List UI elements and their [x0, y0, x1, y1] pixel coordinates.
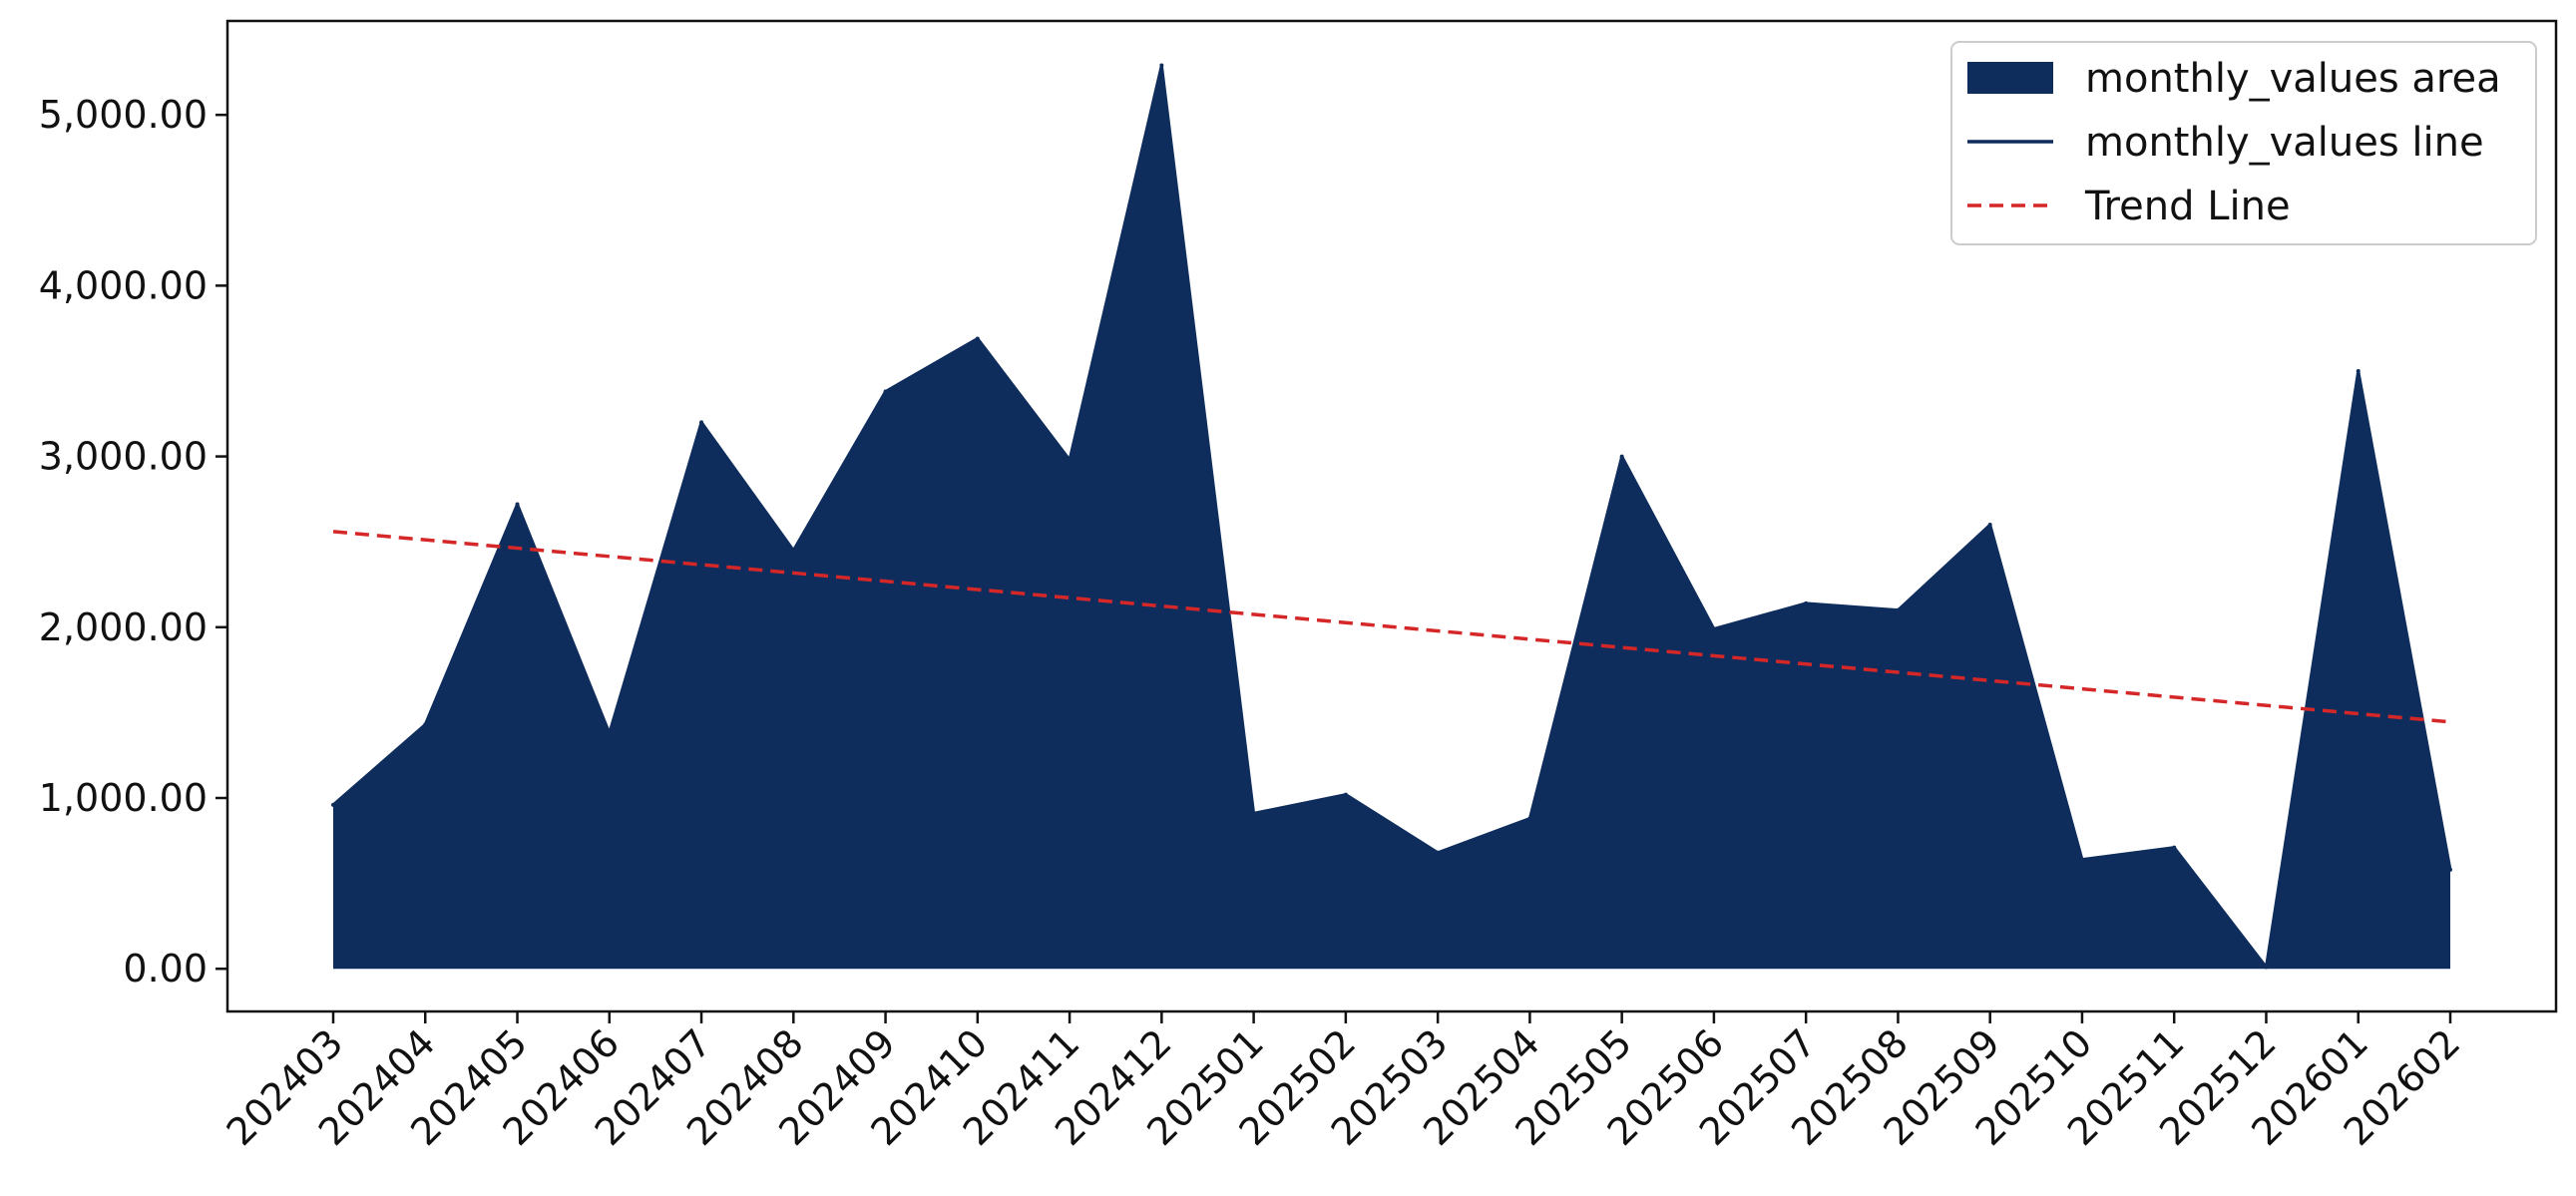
data-point-202409: [883, 389, 888, 394]
y-tick-label: 2,000.00: [39, 605, 208, 649]
data-point-202505: [1619, 454, 1624, 459]
data-point-202510: [2079, 857, 2084, 862]
plot-area: [331, 63, 2452, 970]
trend-line: [332, 530, 2451, 724]
area-series-fill: [333, 65, 2450, 970]
data-point-202412: [1159, 63, 1164, 68]
y-tick-label: 3,000.00: [39, 435, 208, 479]
data-point-202504: [1527, 816, 1532, 821]
data-point-202406: [607, 730, 612, 735]
data-point-202601: [2356, 368, 2361, 373]
data-point-202501: [1251, 811, 1256, 816]
y-tick-label: 1,000.00: [39, 776, 208, 820]
data-point-202511: [2172, 845, 2177, 850]
legend-label-line: monthly_values line: [2085, 120, 2484, 166]
data-point-202508: [1896, 607, 1901, 612]
data-point-202507: [1804, 600, 1809, 605]
data-point-202405: [515, 502, 520, 507]
plot-frame: [225, 19, 2558, 1013]
data-point-202506: [1711, 626, 1716, 631]
data-point-202502: [1343, 792, 1348, 797]
legend-swatch-area: [1967, 62, 2053, 94]
data-point-202410: [975, 336, 980, 341]
y-tick-label: 4,000.00: [39, 263, 208, 307]
line-series: [332, 64, 2452, 969]
legend: monthly_values area monthly_values line …: [1950, 41, 2537, 245]
y-axis: 0.00 1,000.00 2,000.00 3,000.00 4,000.00 5,00…: [39, 93, 227, 991]
data-point-202407: [699, 420, 704, 425]
data-point-202403: [331, 802, 335, 807]
data-point-202408: [791, 548, 796, 553]
data-point-202404: [423, 722, 428, 727]
legend-label-trend: Trend Line: [2084, 184, 2291, 229]
y-tick-label: 5,000.00: [39, 93, 208, 137]
legend-label-area: monthly_values area: [2085, 56, 2501, 102]
data-point-202512: [2264, 965, 2269, 970]
data-point-202509: [1987, 523, 1992, 528]
y-tick-label: 0.00: [123, 947, 208, 991]
data-point-202602: [2448, 867, 2452, 872]
data-point-202411: [1068, 458, 1073, 463]
legend-frame: [1950, 41, 2537, 245]
data-point-202503: [1436, 850, 1441, 855]
